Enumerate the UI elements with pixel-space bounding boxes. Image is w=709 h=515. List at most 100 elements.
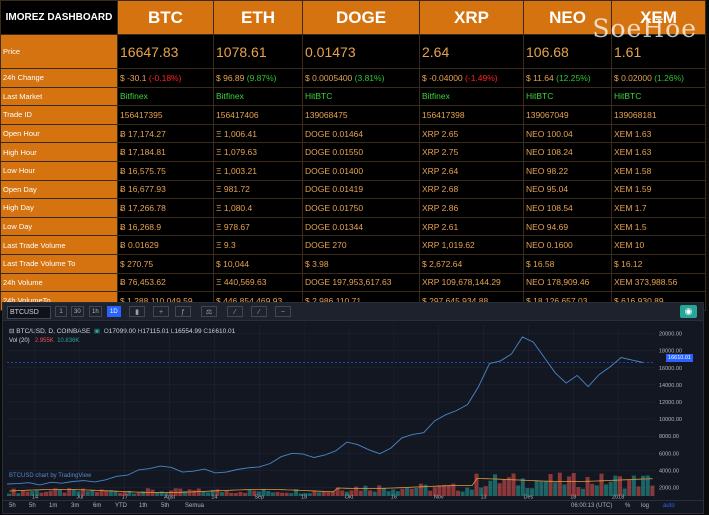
- value-cell: XEM 1.58: [611, 160, 706, 181]
- value-cell: Ƀ 0.01629: [117, 235, 214, 255]
- row-label: Last Trade Volume To: [0, 253, 118, 274]
- templates-icon[interactable]: ⚖: [201, 306, 217, 317]
- cell-value: Ƀ 16,268.9: [120, 221, 162, 232]
- coin-header: DOGE: [302, 0, 420, 35]
- volume-bar: [210, 489, 215, 496]
- volume-bar: [155, 492, 160, 496]
- symbol-input[interactable]: BTCUSD: [7, 306, 51, 319]
- tradingview-credit[interactable]: BTCUSD chart by TradingView: [9, 473, 92, 479]
- volume-bar: [557, 472, 562, 496]
- cell-value: $ 2,986,110.71: [305, 295, 362, 306]
- legend-h-label: H: [137, 328, 143, 335]
- range-5th[interactable]: 5th: [161, 503, 170, 509]
- volume-bar: [326, 491, 331, 496]
- timeframe-1[interactable]: 1: [55, 306, 67, 317]
- range-6m[interactable]: 6m: [93, 503, 102, 509]
- volume-bar: [451, 483, 456, 496]
- value-cell: Ƀ 17,266.78: [117, 198, 214, 218]
- dashboard-row: Last Trade Volume To $ 270.75 $ 10,044 $ 3.…: [0, 253, 706, 274]
- legend-high: 17115.01: [142, 328, 170, 335]
- volume-bar: [34, 490, 39, 496]
- value-cell: Ξ 1,080.4: [213, 198, 303, 218]
- value-cell: DOGE 0.01464: [302, 123, 420, 144]
- value-cell: Bitfinex: [419, 86, 524, 107]
- volume-bar: [20, 490, 25, 496]
- cell-value: Ƀ 17,184.81: [120, 147, 166, 158]
- dashboard-row: High Hour Ƀ 17,184.81 Ξ 1,079.63 DOGE 0.015…: [0, 142, 706, 162]
- dashboard-row: Open Day Ƀ 16,677.93 Ξ 981.72 DOGE 0.01419 X…: [0, 179, 706, 200]
- volume-bar: [94, 491, 99, 496]
- wave-tool-icon[interactable]: ~: [275, 306, 291, 317]
- value-cell: XRP 2.68: [419, 179, 524, 200]
- value-cell: 1.61: [611, 34, 706, 69]
- value-cell: NEO 95.04: [523, 179, 612, 200]
- auto-toggle[interactable]: auto: [663, 503, 675, 509]
- range-1th[interactable]: 1th: [139, 503, 148, 509]
- bar-style-icon[interactable]: ▮: [129, 306, 145, 317]
- percent-toggle[interactable]: %: [625, 503, 631, 509]
- y-tick-label: 6000.00: [659, 451, 679, 457]
- cell-value: $ 1,288,110,049.59: [120, 295, 193, 306]
- collapse-icon[interactable]: ⊟: [9, 328, 17, 335]
- value-cell: NEO 108.54: [523, 198, 612, 218]
- x-tick-label: 14: [32, 495, 38, 501]
- cell-value: 0.01473: [305, 43, 356, 60]
- last-price-tag: 16610.01: [666, 354, 693, 362]
- timeframe-1d[interactable]: 1D: [107, 306, 121, 317]
- cell-value: XRP 2.68: [422, 184, 459, 195]
- row-label: High Day: [0, 198, 118, 218]
- range-5h-b[interactable]: 5h: [29, 503, 36, 509]
- volume-bar: [48, 490, 53, 496]
- volume-bar: [400, 488, 405, 496]
- value-cell: XEM 10: [611, 235, 706, 255]
- volume-bar: [252, 490, 257, 496]
- chart-bottom-bar: 5h 5h 1m 3m 6m YTD 1th 5th Semua 06:00:1…: [3, 500, 703, 513]
- volume-bar: [215, 489, 220, 496]
- camera-icon[interactable]: ◉: [680, 305, 697, 318]
- volume-bar: [159, 491, 164, 496]
- volume-bar: [206, 492, 211, 496]
- timeframe-30[interactable]: 30: [71, 306, 84, 317]
- volume-bar: [567, 476, 572, 496]
- cell-value: NEO 108.24: [526, 147, 573, 158]
- range-ytd[interactable]: YTD: [115, 503, 127, 509]
- value-cell: XRP 2.86: [419, 198, 524, 218]
- volume-bar: [44, 491, 49, 496]
- dashboard-row: 24h Change $ -30.1 (-0.18%) $ 96.89 (9.87%…: [0, 68, 706, 88]
- cell-value: NEO 100.04: [526, 128, 573, 139]
- cell-value: XRP 2.61: [422, 221, 459, 232]
- value-cell: Bitfinex: [117, 86, 214, 107]
- volume-bar: [534, 480, 539, 496]
- legend-open: 17099.00: [108, 328, 136, 335]
- volume-bar: [219, 492, 224, 496]
- volume-bar: [428, 490, 433, 496]
- volume-bar: [57, 489, 62, 496]
- cell-value: XEM 10: [614, 240, 645, 251]
- range-all[interactable]: Semua: [185, 503, 205, 509]
- tradingview-chart[interactable]: BTCUSD 1 30 1h 1D ▮ + ƒ ⚖ ⁄ ⁄ ~ ◉ ⊟ BTC/…: [2, 302, 704, 514]
- cell-percent: (1.26%): [654, 72, 684, 83]
- y-tick-label: 18000.00: [659, 349, 682, 355]
- range-1m[interactable]: 1m: [49, 503, 58, 509]
- cell-value: NEO 95.04: [526, 184, 569, 195]
- log-toggle[interactable]: log: [641, 503, 650, 509]
- drawing-icon[interactable]: ⁄: [227, 306, 243, 317]
- timeframe-1h[interactable]: 1h: [89, 306, 102, 317]
- legend-low: 16554.99: [174, 328, 202, 335]
- cell-value: HitBTC: [526, 91, 554, 102]
- legend-o-label: O: [103, 328, 109, 335]
- row-label: Open Day: [0, 179, 118, 200]
- value-cell: XRP 2.65: [419, 123, 524, 144]
- volume-bar: [76, 491, 81, 496]
- line-tool-icon[interactable]: ⁄: [251, 306, 267, 317]
- volume-bar: [275, 491, 280, 496]
- volume-bar: [136, 492, 141, 496]
- indicators-icon[interactable]: ƒ: [175, 306, 191, 317]
- volume-bar: [182, 491, 187, 496]
- range-5h[interactable]: 5h: [9, 503, 16, 509]
- range-3m[interactable]: 3m: [71, 503, 80, 509]
- y-tick-label: 20000.00: [659, 332, 682, 338]
- volume-bar: [25, 491, 30, 496]
- compare-icon[interactable]: +: [153, 306, 169, 317]
- x-tick-label: 14: [211, 495, 217, 501]
